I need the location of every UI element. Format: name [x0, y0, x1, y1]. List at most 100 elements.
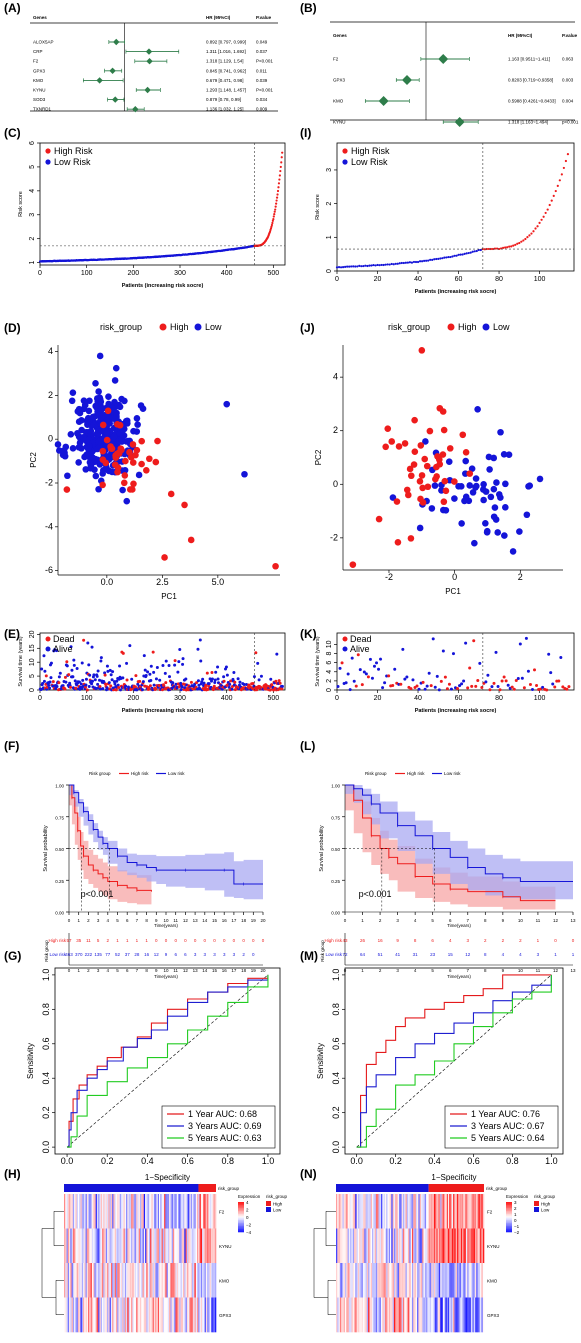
surv-k-ylabel: Survival time (years) [315, 636, 321, 686]
heat-n-cell [373, 1297, 375, 1333]
heat-n-cell [422, 1297, 424, 1333]
km-f-risk-xtick-label: 13 [193, 968, 199, 973]
roc-m-ylabel: Sensitivity [316, 1043, 325, 1079]
surv-e-alive-point [256, 661, 260, 665]
heat-h-cell [70, 1297, 72, 1333]
surv-e-alive-point [275, 652, 279, 656]
heat-h-cell [189, 1297, 191, 1333]
heat-h-cell [81, 1297, 84, 1333]
heat-n-cell [366, 1297, 369, 1333]
heat-n-cell [414, 1297, 417, 1333]
surv-e-legend-alive: Alive [53, 644, 73, 654]
heat-h-cell [151, 1297, 153, 1333]
heat-n-cell [469, 1228, 472, 1264]
heat-n-cell [468, 1297, 471, 1333]
heat-h-cell [204, 1194, 207, 1229]
surv-k-alive-point [423, 687, 427, 691]
pca-d-low-point [95, 388, 102, 395]
pca-j-high-point [436, 404, 444, 412]
risk-i-high-risk-point [534, 227, 537, 230]
heat-h-cell [161, 1228, 164, 1264]
surv-k-alive-point [541, 685, 545, 689]
pca-d-low-point [89, 413, 97, 421]
km-l-risk-count: 12 [465, 952, 471, 957]
heat-n-cell [477, 1263, 480, 1298]
surv-k-dead-point [476, 679, 480, 683]
pca-j-high-point [418, 347, 426, 354]
risk-i-low-risk-point [418, 260, 422, 263]
heat-h-group-low-label: Low [273, 1208, 282, 1213]
heat-n-cell [408, 1297, 410, 1333]
km-f-xtick-label: 5 [116, 918, 119, 923]
surv-e-alive-point [177, 660, 181, 664]
heat-h-cell [64, 1263, 66, 1298]
heat-h-cell [122, 1194, 124, 1229]
heat-n-cell [481, 1228, 484, 1264]
heat-h-cell [109, 1263, 112, 1298]
heat-h-cell [195, 1194, 198, 1229]
surv-e-dead-point [117, 686, 121, 690]
forest-b-header-genes: Genes [333, 33, 347, 38]
forest-a-hr-text: 1.318 [1.129, 1.54] [206, 59, 244, 64]
km-l-risk-count: 16 [378, 938, 384, 943]
surv-k-dead-point [387, 674, 391, 678]
forest-a-header-genes: Genes [33, 15, 47, 20]
surv-e-alive-point [143, 668, 147, 672]
heat-h-cell [169, 1194, 171, 1229]
forest-a-p-value: P<0.001 [256, 59, 273, 64]
heat-n-cell [411, 1297, 414, 1333]
heat-h-cell [204, 1297, 207, 1333]
heat-h-cell [197, 1194, 199, 1229]
heat-n-cell [460, 1194, 463, 1229]
heat-h-cell [94, 1297, 96, 1333]
risk-i-high-risk-point [556, 184, 559, 187]
heat-n-cell [410, 1297, 413, 1333]
heat-h-cell [186, 1263, 189, 1298]
heat-n-cell [391, 1228, 393, 1264]
surv-k-dead-point [447, 682, 451, 686]
heat-n-cell [441, 1228, 444, 1264]
heat-n-cell [368, 1194, 370, 1229]
heat-n-cell [395, 1194, 397, 1229]
risk-i-high-risk-point [528, 234, 531, 237]
pca-d-ytick-label: -6 [45, 565, 53, 575]
surv-e-dead-point [63, 675, 67, 679]
surv-e-alive-point [41, 682, 45, 686]
heat-n-cell [478, 1263, 481, 1298]
surv-e-dead-point [51, 680, 55, 684]
pca-j-high-point [393, 498, 401, 505]
km-l-risk-xtick-label: 1 [361, 968, 364, 973]
km-f-risk-count: 3 [233, 952, 236, 957]
surv-k-alive-point [352, 679, 356, 683]
surv-e-alive-point [252, 675, 256, 679]
risk-i-legend-high-marker [342, 148, 348, 154]
heat-h-color-ramp-step [238, 1221, 244, 1224]
heat-n-cell [406, 1263, 409, 1298]
heat-h-cell [128, 1228, 131, 1264]
forest-a-p-value: 0.037 [256, 49, 268, 54]
heat-h-cell [166, 1228, 169, 1264]
pca-j-low-point [497, 428, 504, 436]
heat-h-cell [183, 1297, 185, 1333]
risk-i-legend-low: Low Risk [351, 157, 388, 167]
risk-i-low-risk-point [388, 263, 391, 266]
risk-i-low-risk-point [396, 262, 399, 265]
risk-i-high-risk-point [532, 230, 535, 233]
heat-n-cell [435, 1263, 437, 1298]
panel-label-e: (E) [4, 627, 20, 641]
heat-n-cell [356, 1194, 359, 1229]
pca-d-high-point [154, 437, 161, 445]
pca-j-low-point [482, 488, 490, 495]
risk-c-high-risk-point [280, 156, 283, 159]
heat-h-cell [80, 1297, 83, 1333]
km-l-legend-title: Risk group [365, 771, 387, 776]
pca-j-high-point [395, 443, 403, 450]
surv-k-alive-point [494, 650, 498, 654]
pca-d-high-point [143, 467, 150, 474]
heat-n-cell [372, 1263, 374, 1298]
surv-e-dead-point [189, 680, 193, 684]
surv-e-alive-point [181, 662, 185, 666]
pca-d-high-point [146, 455, 153, 463]
km-f-risk-count: 16 [144, 952, 150, 957]
